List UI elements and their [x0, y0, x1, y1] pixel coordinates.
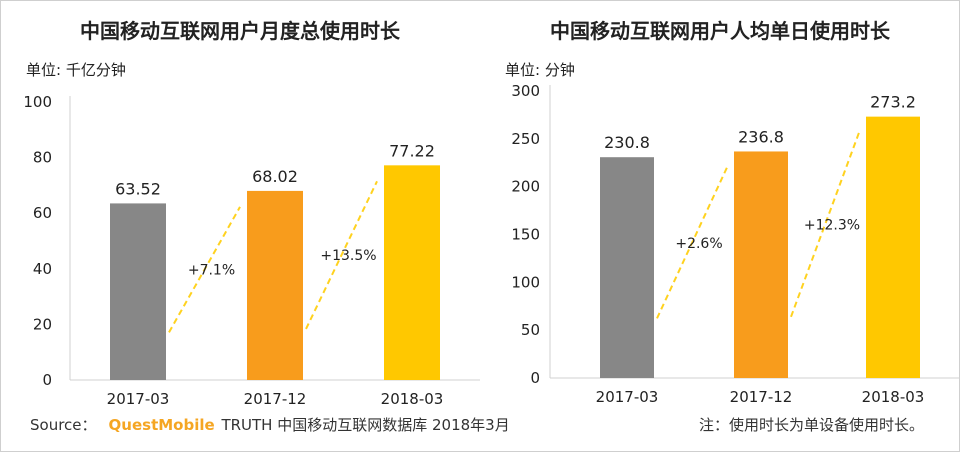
x-tick-label: 2018-03	[862, 388, 925, 406]
x-tick-label: 2017-03	[107, 390, 170, 408]
y-tick-label: 300	[511, 82, 540, 100]
bar-2017-12	[247, 190, 303, 380]
y-tick-label: 80	[33, 149, 52, 167]
growth-connector	[656, 167, 728, 319]
bar-2018-03	[866, 116, 920, 378]
x-tick-label: 2018-03	[381, 390, 444, 408]
value-label: 77.22	[389, 141, 435, 160]
source-line: Source： QuestMobile TRUTH 中国移动互联网数据库 2018…	[30, 414, 510, 435]
chart-title: 中国移动互联网用户人均单日使用时长	[550, 19, 891, 43]
unit-label: 单位: 分钟	[505, 61, 575, 79]
value-label: 273.2	[870, 93, 916, 112]
y-tick-label: 200	[511, 178, 540, 196]
growth-connector	[168, 206, 241, 333]
footnote: 注：使用时长为单设备使用时长。	[698, 416, 924, 434]
growth-connector	[790, 132, 860, 318]
growth-label: +12.3%	[804, 218, 860, 234]
bar-2017-03	[110, 203, 166, 380]
growth-label: +7.1%	[188, 263, 235, 279]
growth-label: +2.6%	[675, 236, 722, 252]
growth-label: +13.5%	[320, 248, 376, 264]
questmobile-logo: QuestMobile	[108, 416, 215, 434]
y-tick-label: 150	[511, 226, 540, 244]
x-tick-label: 2017-03	[596, 388, 659, 406]
value-label: 63.52	[115, 179, 161, 198]
y-tick-label: 0	[530, 369, 540, 387]
bar-2017-03	[600, 157, 654, 378]
x-tick-label: 2017-12	[244, 390, 307, 408]
value-label: 230.8	[604, 133, 650, 152]
y-tick-label: 20	[33, 315, 52, 333]
y-tick-label: 250	[511, 130, 540, 148]
bar-2017-12	[734, 151, 788, 378]
value-label: 236.8	[738, 127, 784, 146]
x-tick-label: 2017-12	[730, 388, 793, 406]
growth-connector	[305, 180, 378, 330]
y-tick-label: 100	[23, 93, 52, 111]
y-tick-label: 100	[511, 273, 540, 291]
y-tick-label: 0	[42, 371, 52, 389]
bar-2018-03	[384, 165, 440, 380]
chart-title: 中国移动互联网用户月度总使用时长	[80, 19, 401, 43]
source-text: TRUTH 中国移动互联网数据库 2018年3月	[221, 416, 510, 434]
unit-label: 单位: 千亿分钟	[26, 61, 126, 79]
y-tick-label: 50	[521, 321, 540, 339]
source-label: Source：	[30, 416, 97, 434]
y-tick-label: 40	[33, 260, 52, 278]
y-tick-label: 60	[33, 204, 52, 222]
value-label: 68.02	[252, 167, 298, 186]
